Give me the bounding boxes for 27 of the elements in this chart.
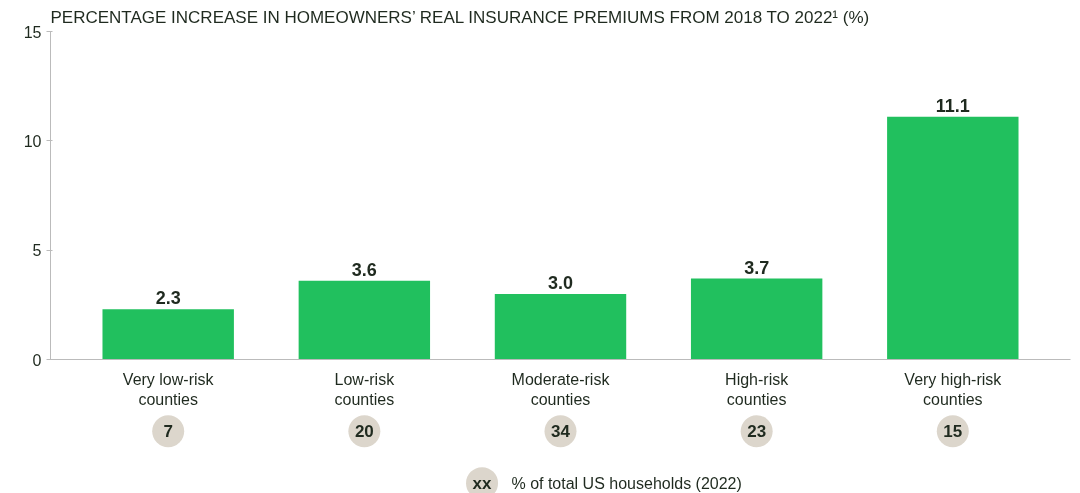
bar [690,278,823,360]
bar [494,293,627,360]
x-tick-label: Very low-risk counties [122,370,215,408]
y-tick-label: 0 [32,351,42,369]
bar [102,309,234,360]
data-label: 2.3 [155,288,181,309]
bar [887,116,1019,360]
bar [298,280,431,360]
data-label: 3.6 [351,259,377,280]
text: 23 [747,422,767,442]
text: xx [472,473,493,493]
x-tick-label: Low-risk counties [334,370,396,408]
text: 34 [551,422,571,442]
x-tick-label: High-risk counties [725,370,790,408]
chart-title: PERCENTAGE INCREASE IN HOMEOWNERS’ REAL INSURANCE PREMIUMS FROM 2018 TO 2022¹ (%) [50,7,870,27]
text: 15 [943,422,963,442]
x-tick-label: Very high-risk counties [904,370,1003,408]
y-tick-label: 10 [23,132,42,150]
y-tick-label: 15 [23,23,42,41]
text: % of total US households (2022) [511,474,742,492]
data-label: 3.0 [547,272,574,293]
x-tick-label: Moderate-risk counties [511,370,611,408]
text: 20 [354,422,374,442]
data-label: 11.1 [935,95,970,116]
text: 7 [163,422,173,442]
y-tick-label: 5 [32,242,42,260]
data-label: 3.7 [744,257,770,278]
